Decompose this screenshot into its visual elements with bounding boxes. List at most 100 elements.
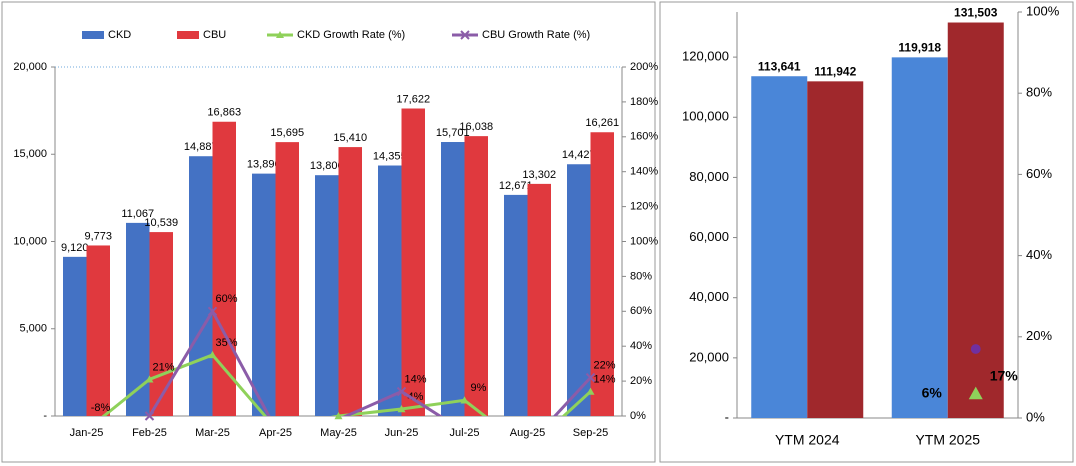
y-tick-label: - [43, 410, 47, 422]
growth-label: 60% [215, 293, 237, 305]
bar [504, 194, 528, 416]
growth-label: 21% [152, 361, 174, 373]
bar-label: 9,773 [84, 230, 112, 242]
bar [891, 57, 948, 418]
bar-label: 13,800 [310, 160, 344, 172]
bar-label: 113,641 [758, 59, 801, 73]
bar [567, 164, 591, 416]
bar [401, 108, 425, 417]
bar [947, 22, 1004, 418]
bar [252, 173, 276, 416]
bar-label: 15,695 [270, 127, 304, 139]
y-tick-label: 20,000 [689, 349, 729, 364]
y2-tick-label: 0% [1026, 409, 1045, 424]
legend-swatch [82, 31, 104, 39]
y-tick-label: 60,000 [689, 229, 729, 244]
bar-label: 15,410 [333, 132, 367, 144]
marker [585, 372, 596, 383]
bar-label: 13,302 [522, 169, 556, 181]
bar [126, 222, 150, 416]
y2-tick-label: 140% [630, 166, 658, 178]
bar [807, 81, 864, 419]
bar-label: 17,622 [396, 93, 430, 105]
x-tick-label: Aug-25 [510, 427, 545, 439]
marker [968, 386, 983, 400]
bar-label: 14,355 [373, 150, 407, 162]
legend-label: CKD Growth Rate (%) [297, 29, 405, 41]
y-tick-label: 120,000 [682, 49, 729, 64]
y2-tick-label: 20% [630, 375, 652, 387]
x-tick-label: YTM 2024 [775, 432, 840, 448]
y2-tick-label: 100% [1026, 3, 1060, 18]
bar-label: 16,863 [207, 107, 241, 119]
marker [145, 375, 154, 383]
y-tick-label: 80,000 [689, 169, 729, 184]
bar-label: 13,890 [247, 159, 281, 171]
legend-label: CKD [108, 29, 131, 41]
growth-line [143, 308, 592, 416]
x-tick-label: Apr-25 [259, 427, 292, 439]
bar-label: 16,038 [459, 121, 493, 133]
bar [527, 183, 551, 416]
growth-label: 22% [593, 360, 615, 372]
y2-tick-label: 40% [1026, 247, 1052, 262]
y2-tick-label: 180% [630, 96, 658, 108]
bar-label: 10,539 [144, 217, 178, 229]
bar [63, 256, 87, 416]
bar-label: 12,671 [499, 180, 533, 192]
y2-tick-label: 120% [630, 201, 658, 213]
bar-label: 9,120 [61, 242, 89, 254]
x-tick-label: Mar-25 [195, 427, 230, 439]
x-tick-label: Sep-25 [573, 427, 608, 439]
marker [460, 396, 469, 404]
bar-label: 16,261 [585, 117, 619, 129]
y2-tick-label: 60% [1026, 166, 1052, 181]
x-tick-label: Jan-25 [70, 427, 104, 439]
bar-label: 14,887 [184, 141, 218, 153]
bar-label: 14,427 [562, 149, 596, 161]
bar-label: 111,942 [814, 65, 856, 79]
y-tick-label: 100,000 [682, 109, 729, 124]
marker [586, 387, 595, 395]
bar [275, 142, 299, 416]
bar [189, 156, 213, 416]
bar [464, 136, 488, 416]
growth-label: 17% [990, 368, 1019, 384]
legend-label: CBU Growth Rate (%) [482, 29, 590, 41]
bar [338, 147, 362, 416]
y-tick-label: 5,000 [19, 323, 47, 335]
growth-label: 6% [922, 384, 943, 400]
bar-label: 15,701 [436, 127, 470, 139]
marker [207, 306, 218, 317]
y-tick-label: 40,000 [689, 289, 729, 304]
legend-label: CBU [203, 29, 226, 41]
growth-label: 14% [404, 373, 426, 385]
legend-marker [460, 30, 470, 40]
x-tick-label: May-25 [320, 427, 357, 439]
marker [334, 412, 343, 420]
marker [970, 344, 981, 354]
y-tick-label: 20,000 [13, 61, 47, 73]
y-tick-label: - [725, 409, 729, 424]
marker [144, 411, 155, 421]
growth-label: 4% [408, 391, 424, 403]
bar [212, 121, 236, 416]
x-tick-label: YTM 2025 [915, 432, 980, 448]
y2-tick-label: 200% [630, 61, 658, 73]
bar [86, 245, 110, 416]
growth-label: 14% [593, 373, 615, 385]
y2-tick-label: 60% [630, 305, 652, 317]
legend-marker [276, 31, 284, 38]
bar [149, 232, 173, 416]
marker [208, 350, 217, 359]
growth-label: 9% [471, 382, 487, 394]
bar-label: 119,918 [898, 41, 941, 55]
legend-swatch [177, 31, 199, 39]
bar [378, 165, 402, 416]
y-tick-label: 15,000 [13, 148, 47, 160]
y2-tick-label: 160% [630, 131, 658, 143]
bar [751, 76, 808, 418]
x-tick-label: Feb-25 [132, 427, 167, 439]
marker [396, 386, 407, 397]
